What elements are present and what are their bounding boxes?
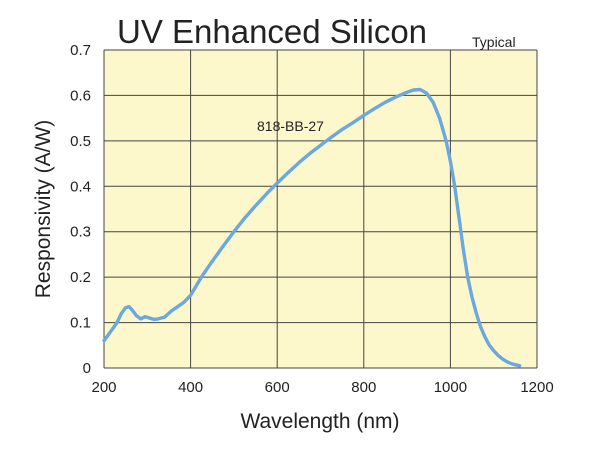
- chart-title: UV Enhanced Silicon: [117, 13, 427, 50]
- y-tick-label: 0.3: [70, 224, 91, 241]
- x-tick-label: 400: [178, 379, 203, 396]
- y-tick-label: 0.7: [70, 42, 91, 59]
- y-tick-label: 0.6: [70, 87, 91, 104]
- tick-labels: 200 400 600 800 1000 1200 0 0.1 0.2 0.3 0.4 0.5 0.6 0…: [70, 42, 554, 396]
- x-tick-label: 1200: [520, 379, 553, 396]
- series-annotation: 818-BB-27: [257, 118, 324, 134]
- x-tick-label: 800: [351, 379, 376, 396]
- y-tick-label: 0.2: [70, 269, 91, 286]
- x-tick-label: 1000: [434, 379, 467, 396]
- x-axis-title: Wavelength (nm): [240, 410, 399, 433]
- x-tick-label: 200: [91, 379, 116, 396]
- y-axis-title: Responsivity (A/W): [32, 120, 55, 299]
- grid: [103, 49, 538, 369]
- chart-subtitle: Typical: [472, 34, 516, 50]
- plot-area: [104, 50, 537, 368]
- x-tick-label: 600: [265, 379, 290, 396]
- y-tick-label: 0: [83, 360, 91, 377]
- y-tick-label: 0.4: [70, 178, 91, 195]
- series-line: [102, 87, 522, 368]
- y-tick-label: 0.1: [70, 315, 91, 332]
- y-tick-label: 0.5: [70, 133, 91, 150]
